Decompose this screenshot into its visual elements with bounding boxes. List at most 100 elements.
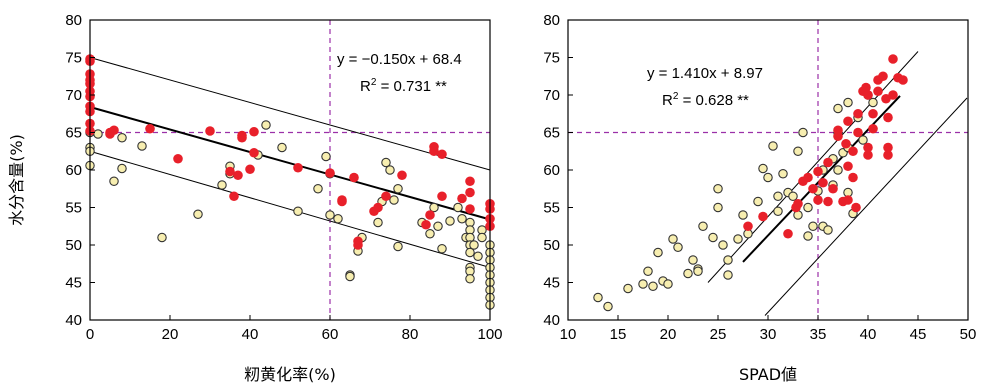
x-tick-label: 100 (477, 326, 502, 343)
red-data-point (437, 191, 447, 202)
x-axis-ticks: 0 20 40 60 80 100 (86, 315, 503, 343)
yellow-data-point (788, 191, 798, 202)
red-data-point (465, 187, 475, 198)
red-data-point (293, 162, 303, 173)
yellow-data-point (465, 273, 475, 284)
red-data-point (465, 204, 475, 214)
red-data-point (803, 172, 813, 183)
red-data-point (743, 221, 753, 232)
y-tick-label: 80 (65, 12, 82, 29)
red-data-point (205, 126, 215, 136)
red-data-point (109, 125, 119, 136)
yellow-data-point (217, 180, 227, 190)
lower-band-line (764, 97, 968, 316)
red-data-point (878, 71, 888, 82)
red-data-point (783, 228, 793, 239)
red-data-point (863, 142, 873, 153)
yellow-data-point (393, 241, 403, 252)
r-squared-annotation: R2 = 0.731 ** (360, 77, 447, 95)
y-tick-label: 40 (65, 312, 82, 329)
yellow-data-point (137, 141, 147, 151)
x-tick-label: 20 (660, 326, 677, 343)
red-data-point (373, 202, 383, 213)
y-tick-label: 45 (65, 275, 82, 292)
red-data-point (823, 157, 833, 168)
yellow-data-point (433, 221, 443, 232)
red-data-point (898, 75, 908, 85)
red-data-point (337, 195, 347, 205)
red-data-point (883, 150, 893, 160)
red-data-point (828, 183, 838, 194)
shared-y-axis-label: 水分含量(%) (7, 134, 26, 226)
y-tick-label: 45 (543, 275, 560, 292)
x-tick-label: 10 (560, 326, 577, 343)
yellow-data-point (293, 206, 303, 217)
red-data-point (868, 108, 878, 119)
y-tick-label: 60 (65, 162, 82, 179)
reference-lines (568, 20, 968, 320)
y-tick-label: 80 (543, 12, 560, 29)
yellow-data-point (313, 184, 323, 194)
red-data-point (465, 176, 475, 187)
red-data-point (818, 177, 828, 188)
red-data-point (325, 168, 335, 178)
red-data-point (861, 82, 871, 93)
x-tick-label: 45 (910, 326, 927, 343)
red-data-point (237, 130, 247, 141)
x-tick-label: 60 (322, 326, 339, 343)
red-data-point (883, 112, 893, 123)
red-data-point (848, 146, 858, 157)
yellow-data-point (773, 191, 783, 202)
red-data-point (173, 153, 183, 164)
red-data-point (245, 164, 255, 175)
red-data-point (833, 125, 843, 136)
y-axis-ticks: 40 45 50 55 60 65 70 75 80 (65, 12, 95, 329)
red-data-point (233, 170, 243, 181)
red-data-point (843, 161, 853, 172)
yellow-data-point (763, 172, 773, 183)
x-tick-label: 35 (810, 326, 827, 343)
yellow-data-point (833, 103, 843, 114)
yellow-data-point (698, 221, 708, 232)
y-tick-label: 75 (543, 50, 560, 67)
red-data-point (843, 116, 853, 127)
x-tick-label: 40 (860, 326, 877, 343)
yellow-data-point (708, 232, 718, 243)
y-tick-label: 75 (65, 50, 82, 67)
y-tick-label: 55 (543, 200, 560, 217)
yellow-data-point (668, 234, 678, 244)
yellow-data-point (465, 247, 475, 258)
red-data-point (873, 86, 883, 97)
red-data-point (145, 123, 155, 134)
red-data-point (888, 90, 898, 100)
red-data-point (249, 126, 259, 137)
y-tick-label: 65 (65, 125, 82, 142)
yellow-data-point (445, 216, 455, 226)
yellow-data-point (425, 229, 435, 239)
red-data-point (863, 90, 873, 100)
yellow-data-point (823, 225, 833, 235)
x-tick-label: 30 (760, 326, 777, 343)
yellow-data-point (277, 142, 287, 153)
red-data-point (457, 193, 467, 204)
yellow-data-point (723, 270, 733, 280)
y-tick-label: 50 (65, 237, 82, 254)
reference-lines (90, 20, 490, 320)
red-data-point (843, 195, 853, 205)
y-tick-label: 70 (65, 87, 82, 104)
yellow-data-point (381, 157, 391, 168)
red-data-point (853, 127, 863, 138)
yellow-data-point (803, 231, 813, 241)
lower-band-line (89, 150, 491, 268)
yellow-data-point (393, 184, 403, 194)
chart-right-panel: 10 15 20 25 30 35 40 45 50 40 45 50 55 60 65 70 75 80 SP… (543, 12, 976, 384)
yellow-data-point (803, 202, 813, 213)
x-tick-label: 40 (242, 326, 259, 343)
r-squared-annotation: R2 = 0.628 ** (662, 91, 749, 109)
x-axis-ticks: 10 15 20 25 30 35 40 45 50 (560, 315, 976, 343)
yellow-data-point (333, 214, 343, 224)
yellow-data-point (733, 234, 743, 244)
yellow-data-point (117, 133, 127, 143)
